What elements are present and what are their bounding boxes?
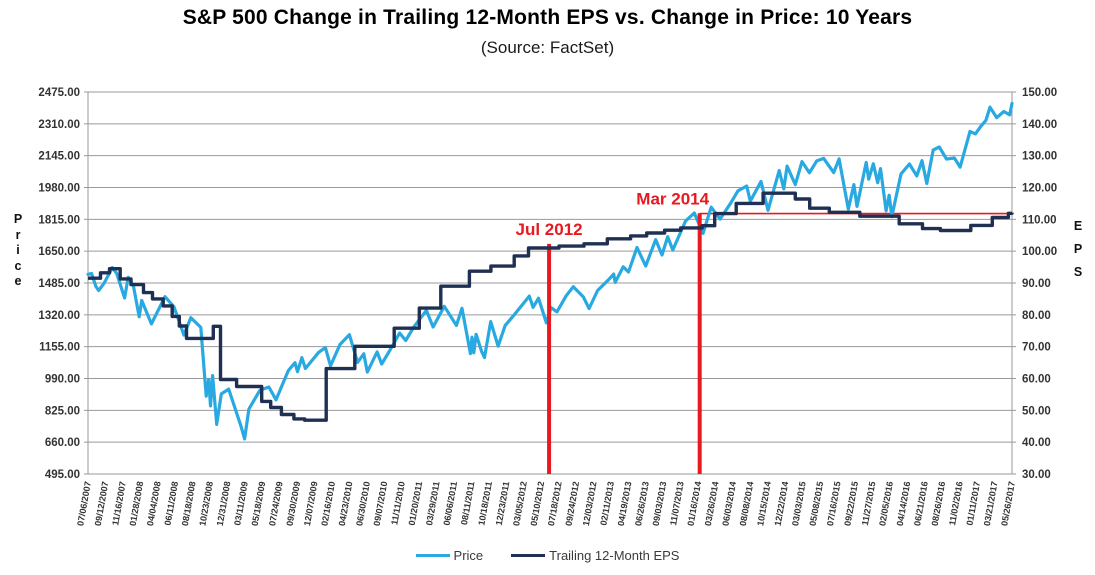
x-axis-tick-label: 01/11/2017 — [965, 481, 983, 527]
chart-title: S&P 500 Change in Trailing 12-Month EPS … — [182, 6, 913, 29]
x-axis-tick-label: 07/16/2015 — [825, 481, 843, 527]
x-axis-tick-label: 10/18/2011 — [476, 481, 494, 527]
x-axis-tick-label: 03/26/2014 — [703, 481, 721, 527]
x-axis-tick-label: 02/16/2010 — [319, 481, 337, 527]
x-axis-tick-label: 01/20/2011 — [407, 481, 425, 527]
x-axis-tick-label: 08/18/2008 — [180, 481, 198, 527]
left-axis-tick-label: 1320.00 — [38, 310, 80, 322]
x-axis-tick-label: 10/15/2014 — [755, 481, 773, 527]
x-axis-tick-label: 06/21/2016 — [912, 481, 930, 527]
x-axis-tick-label: 08/26/2016 — [930, 481, 948, 527]
legend-label-price: Price — [453, 548, 484, 563]
right-axis-tick-label: 120.00 — [1022, 183, 1057, 195]
x-axis-tick-label: 12/22/2014 — [773, 481, 791, 527]
x-axis-tick-label: 11/07/2013 — [668, 481, 686, 527]
right-axis-tick-label: 50.00 — [1022, 405, 1051, 417]
x-axis-tick-label: 02/11/2013 — [598, 481, 616, 527]
x-axis-tick-label: 06/26/2013 — [633, 481, 651, 527]
right-axis-tick-label: 150.00 — [1022, 87, 1057, 99]
eps-line — [88, 191, 1014, 422]
x-axis-tick-label: 03/21/2017 — [982, 481, 1000, 527]
right-axis-tick-label: 40.00 — [1022, 437, 1051, 449]
x-axis-tick-label: 09/30/2009 — [285, 481, 303, 527]
x-axis-tick-label: 07/24/2009 — [267, 481, 285, 527]
x-axis-tick-label: 08/08/2014 — [738, 481, 756, 527]
x-axis-tick-label: 09/22/2015 — [842, 481, 860, 527]
left-axis-tick-label: 1155.00 — [39, 342, 80, 354]
x-axis-tick-label: 07/06/2007 — [75, 481, 93, 527]
x-axis-tick-label: 06/03/2014 — [720, 481, 738, 527]
left-axis-tick-label: 1980.00 — [38, 183, 80, 195]
chart-subtitle: (Source: FactSet) — [480, 38, 615, 57]
x-axis-tick-label: 12/07/2009 — [302, 481, 320, 527]
x-axis-tick-label: 03/03/2015 — [790, 481, 808, 527]
legend: Price Trailing 12-Month EPS — [0, 548, 1095, 563]
x-axis-tick-label: 10/23/2008 — [197, 481, 215, 527]
x-axis-tick-label: 04/04/2008 — [145, 481, 163, 527]
x-axis-tick-label: 03/05/2012 — [511, 481, 529, 527]
x-axis-tick-label: 01/28/2008 — [128, 481, 146, 527]
x-axis-tick-label: 05/26/2017 — [999, 481, 1017, 527]
right-axis-tick-label: 70.00 — [1022, 342, 1051, 354]
left-axis-tick-label: 2310.00 — [38, 119, 80, 131]
left-axis-tick-label: 2145.00 — [38, 151, 80, 163]
right-axis-tick-label: 30.00 — [1022, 469, 1051, 481]
plot-area: 2475.00 150.00 2310.00 140.00 2145.00 130.00 1… — [38, 87, 1057, 527]
right-axis-tick-label: 90.00 — [1022, 278, 1051, 290]
x-axis-tick-label: 03/11/2009 — [232, 481, 250, 527]
x-axis-tick-label: 11/11/2010 — [389, 481, 406, 526]
x-axis-tick-label: 04/23/2010 — [337, 481, 355, 527]
left-axis-tick-label: 1815.00 — [38, 214, 80, 226]
x-axis-tick-label: 05/08/2015 — [808, 481, 826, 527]
x-axis-tick-label: 09/12/2007 — [93, 481, 111, 527]
left-axis-tick-label: 825.00 — [45, 405, 80, 417]
right-axis-tick-label: 140.00 — [1022, 119, 1057, 131]
x-axis-tick-label: 08/11/2011 — [459, 481, 476, 526]
x-axis-tick-label: 05/18/2009 — [250, 481, 268, 527]
eps-line-swatch — [511, 554, 546, 557]
left-axis-tick-label: 495.00 — [45, 469, 80, 481]
x-axis-tick-label: 11/02/2016 — [947, 481, 965, 527]
x-axis-tick-label: 04/19/2013 — [616, 481, 634, 527]
legend-item-eps: Trailing 12-Month EPS — [511, 548, 679, 563]
left-axis-tick-label: 660.00 — [45, 437, 80, 449]
left-axis-tick-label: 990.00 — [45, 374, 80, 386]
x-axis-tick-label: 11/16/2007 — [110, 481, 128, 527]
x-axis-tick-label: 05/10/2012 — [529, 481, 547, 527]
left-axis-tick-label: 2475.00 — [38, 87, 80, 99]
left-axis-tick-label: 1485.00 — [38, 278, 80, 290]
annotation-label-1: Mar 2014 — [636, 189, 709, 208]
x-axis-tick-label: 01/16/2014 — [685, 481, 703, 527]
x-axis-tick-label: 12/31/2008 — [215, 481, 233, 527]
x-axis-tick-label: 09/03/2013 — [651, 481, 669, 527]
right-axis-tick-label: 100.00 — [1022, 246, 1057, 258]
right-axis-tick-label: 130.00 — [1022, 151, 1057, 163]
legend-label-eps: Trailing 12-Month EPS — [549, 548, 680, 563]
x-axis-tick-label: 09/07/2010 — [372, 481, 390, 527]
x-axis-tick-label: 09/24/2012 — [563, 481, 581, 527]
x-axis-tick-label: 06/06/2011 — [441, 481, 459, 527]
right-axis-tick-label: 80.00 — [1022, 310, 1051, 322]
left-axis-tick-label: 1650.00 — [38, 246, 80, 258]
x-axis-tick-label: 12/23/2011 — [494, 481, 512, 527]
x-axis-tick-label: 06/11/2008 — [163, 481, 181, 527]
x-axis-tick-label: 04/14/2016 — [895, 481, 913, 527]
x-axis-tick-label: 03/29/2011 — [424, 481, 442, 527]
x-axis-tick-label: 07/18/2012 — [546, 481, 564, 527]
price-line-swatch — [415, 554, 450, 557]
x-axis-tick-label: 11/27/2015 — [860, 481, 878, 527]
legend-item-price: Price — [415, 548, 484, 563]
right-axis-tick-label: 110.00 — [1022, 214, 1057, 226]
x-axis-tick-label: 02/05/2016 — [877, 481, 895, 527]
x-axis-tick-label: 12/03/2012 — [581, 481, 599, 527]
right-axis-tick-label: 60.00 — [1022, 374, 1051, 386]
annotation-label-0: Jul 2012 — [516, 220, 583, 239]
x-axis-tick-label: 06/30/2010 — [354, 481, 372, 527]
